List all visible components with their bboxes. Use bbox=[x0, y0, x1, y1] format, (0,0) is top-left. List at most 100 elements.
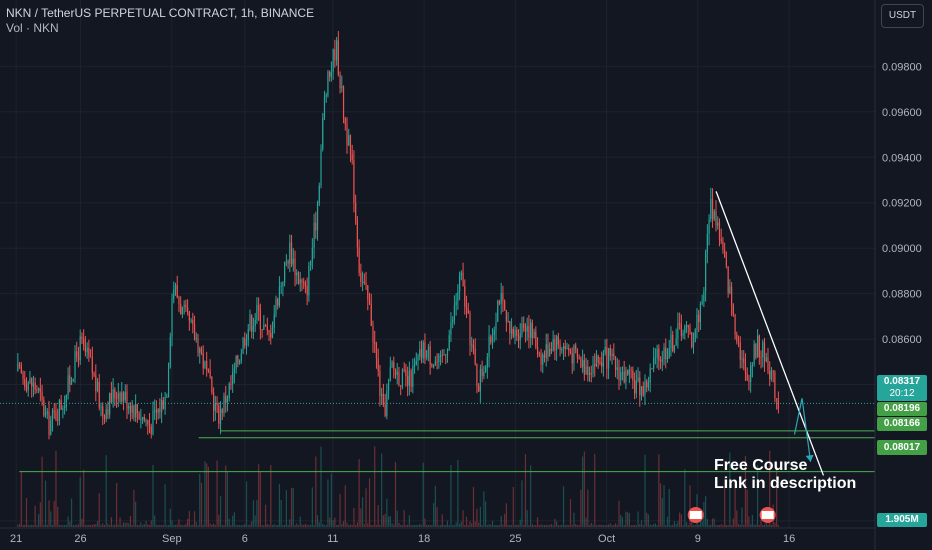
candle-body bbox=[547, 344, 549, 357]
volume-bar bbox=[547, 524, 549, 527]
candle-body bbox=[330, 72, 333, 77]
symbol-title[interactable]: NKN / TetherUS PERPETUAL CONTRACT, 1h, B… bbox=[6, 6, 315, 20]
volume-bar bbox=[542, 525, 544, 527]
volume-bar bbox=[93, 524, 95, 527]
candle-body bbox=[50, 420, 52, 435]
candle-body bbox=[230, 383, 232, 385]
candle-body bbox=[474, 348, 476, 365]
candle-body bbox=[303, 281, 305, 284]
candle-body bbox=[107, 409, 109, 415]
candle-body bbox=[294, 258, 296, 276]
volume-bar bbox=[445, 525, 447, 527]
volume-bar bbox=[694, 524, 696, 527]
candle-body bbox=[218, 405, 220, 424]
volume-bar bbox=[292, 488, 294, 527]
candle-body bbox=[479, 368, 481, 392]
volume-bar bbox=[346, 522, 348, 527]
volume-bar bbox=[578, 524, 580, 527]
candle-body bbox=[419, 349, 421, 357]
volume-bar bbox=[44, 480, 47, 527]
volume-bar bbox=[67, 516, 69, 527]
candle-body bbox=[495, 321, 497, 330]
price-tick-5: 0.08800 bbox=[882, 289, 922, 301]
volume-bar bbox=[128, 523, 130, 527]
candle-body bbox=[550, 348, 553, 351]
volume-bar bbox=[83, 469, 85, 527]
time-axis[interactable]: 21 26 Sep 6 11 18 25 Oct 9 16 bbox=[10, 533, 795, 545]
candle-body bbox=[284, 261, 286, 283]
candle-body bbox=[597, 355, 599, 363]
volume-bar bbox=[375, 524, 378, 527]
candle-body bbox=[673, 345, 676, 352]
volume-bar bbox=[306, 524, 308, 527]
volume-bar bbox=[105, 455, 107, 527]
volume-bar bbox=[521, 480, 523, 527]
volume-bar bbox=[355, 524, 357, 527]
volume-bar bbox=[479, 506, 481, 527]
candle-body bbox=[325, 94, 327, 97]
volume-bar bbox=[342, 521, 345, 527]
volume-bar bbox=[628, 513, 630, 527]
candle-body bbox=[356, 220, 358, 248]
candle-body bbox=[490, 336, 492, 343]
candle-body bbox=[204, 361, 206, 369]
volume-bar bbox=[401, 524, 404, 527]
candle-body bbox=[724, 249, 726, 258]
candle-body bbox=[367, 285, 369, 300]
candle-body bbox=[438, 355, 440, 362]
candle-body bbox=[206, 361, 208, 370]
volume-bar bbox=[658, 454, 660, 527]
candle-body bbox=[736, 334, 738, 342]
volume-bar bbox=[358, 459, 360, 527]
candle-body bbox=[185, 304, 187, 308]
candle-body bbox=[394, 368, 397, 375]
volume-bar bbox=[625, 511, 627, 527]
volume-bar bbox=[374, 446, 376, 527]
volume-label[interactable]: Vol · NKN bbox=[6, 21, 59, 35]
volume-bar bbox=[743, 524, 745, 527]
candle-body bbox=[65, 394, 67, 407]
volume-bar bbox=[329, 517, 331, 527]
volume-bar bbox=[673, 521, 676, 527]
volume-bar bbox=[415, 524, 417, 527]
candle-body bbox=[604, 347, 606, 354]
candle-body bbox=[755, 344, 757, 358]
candle-body bbox=[95, 375, 97, 391]
candle-body bbox=[334, 49, 336, 61]
flag-icon bbox=[761, 511, 774, 519]
currency-button[interactable]: USDT bbox=[881, 4, 924, 28]
volume-bar bbox=[348, 524, 350, 527]
volume-bar bbox=[452, 524, 454, 527]
candle-body bbox=[644, 380, 646, 396]
candle-body bbox=[434, 361, 436, 365]
candle-body bbox=[60, 399, 62, 410]
candle-body bbox=[292, 258, 294, 265]
candle-body bbox=[538, 353, 540, 355]
volume-bar bbox=[195, 521, 197, 527]
candle-body bbox=[159, 408, 161, 413]
candle-body bbox=[368, 299, 371, 304]
volume-bar bbox=[310, 524, 312, 527]
candle-body bbox=[372, 325, 374, 342]
volume-bar bbox=[245, 481, 248, 527]
volume-bar bbox=[72, 524, 74, 527]
volume-bar bbox=[238, 524, 241, 527]
volume-bar bbox=[649, 524, 651, 527]
candle-body bbox=[244, 338, 246, 346]
candle-body bbox=[424, 342, 426, 358]
candle-body bbox=[658, 348, 660, 361]
candle-body bbox=[410, 370, 412, 387]
volume-bar bbox=[53, 500, 55, 527]
volume-bar bbox=[566, 524, 568, 527]
volume-bar bbox=[633, 524, 636, 527]
volume-bar bbox=[81, 518, 83, 527]
candle-body bbox=[155, 410, 158, 413]
candle-body bbox=[481, 368, 483, 377]
drawings bbox=[687, 191, 825, 523]
candle-body bbox=[685, 325, 688, 327]
candle-body bbox=[422, 342, 424, 359]
volume-bar bbox=[561, 524, 563, 527]
volume-bar bbox=[50, 511, 52, 527]
volume-bar bbox=[377, 505, 379, 527]
